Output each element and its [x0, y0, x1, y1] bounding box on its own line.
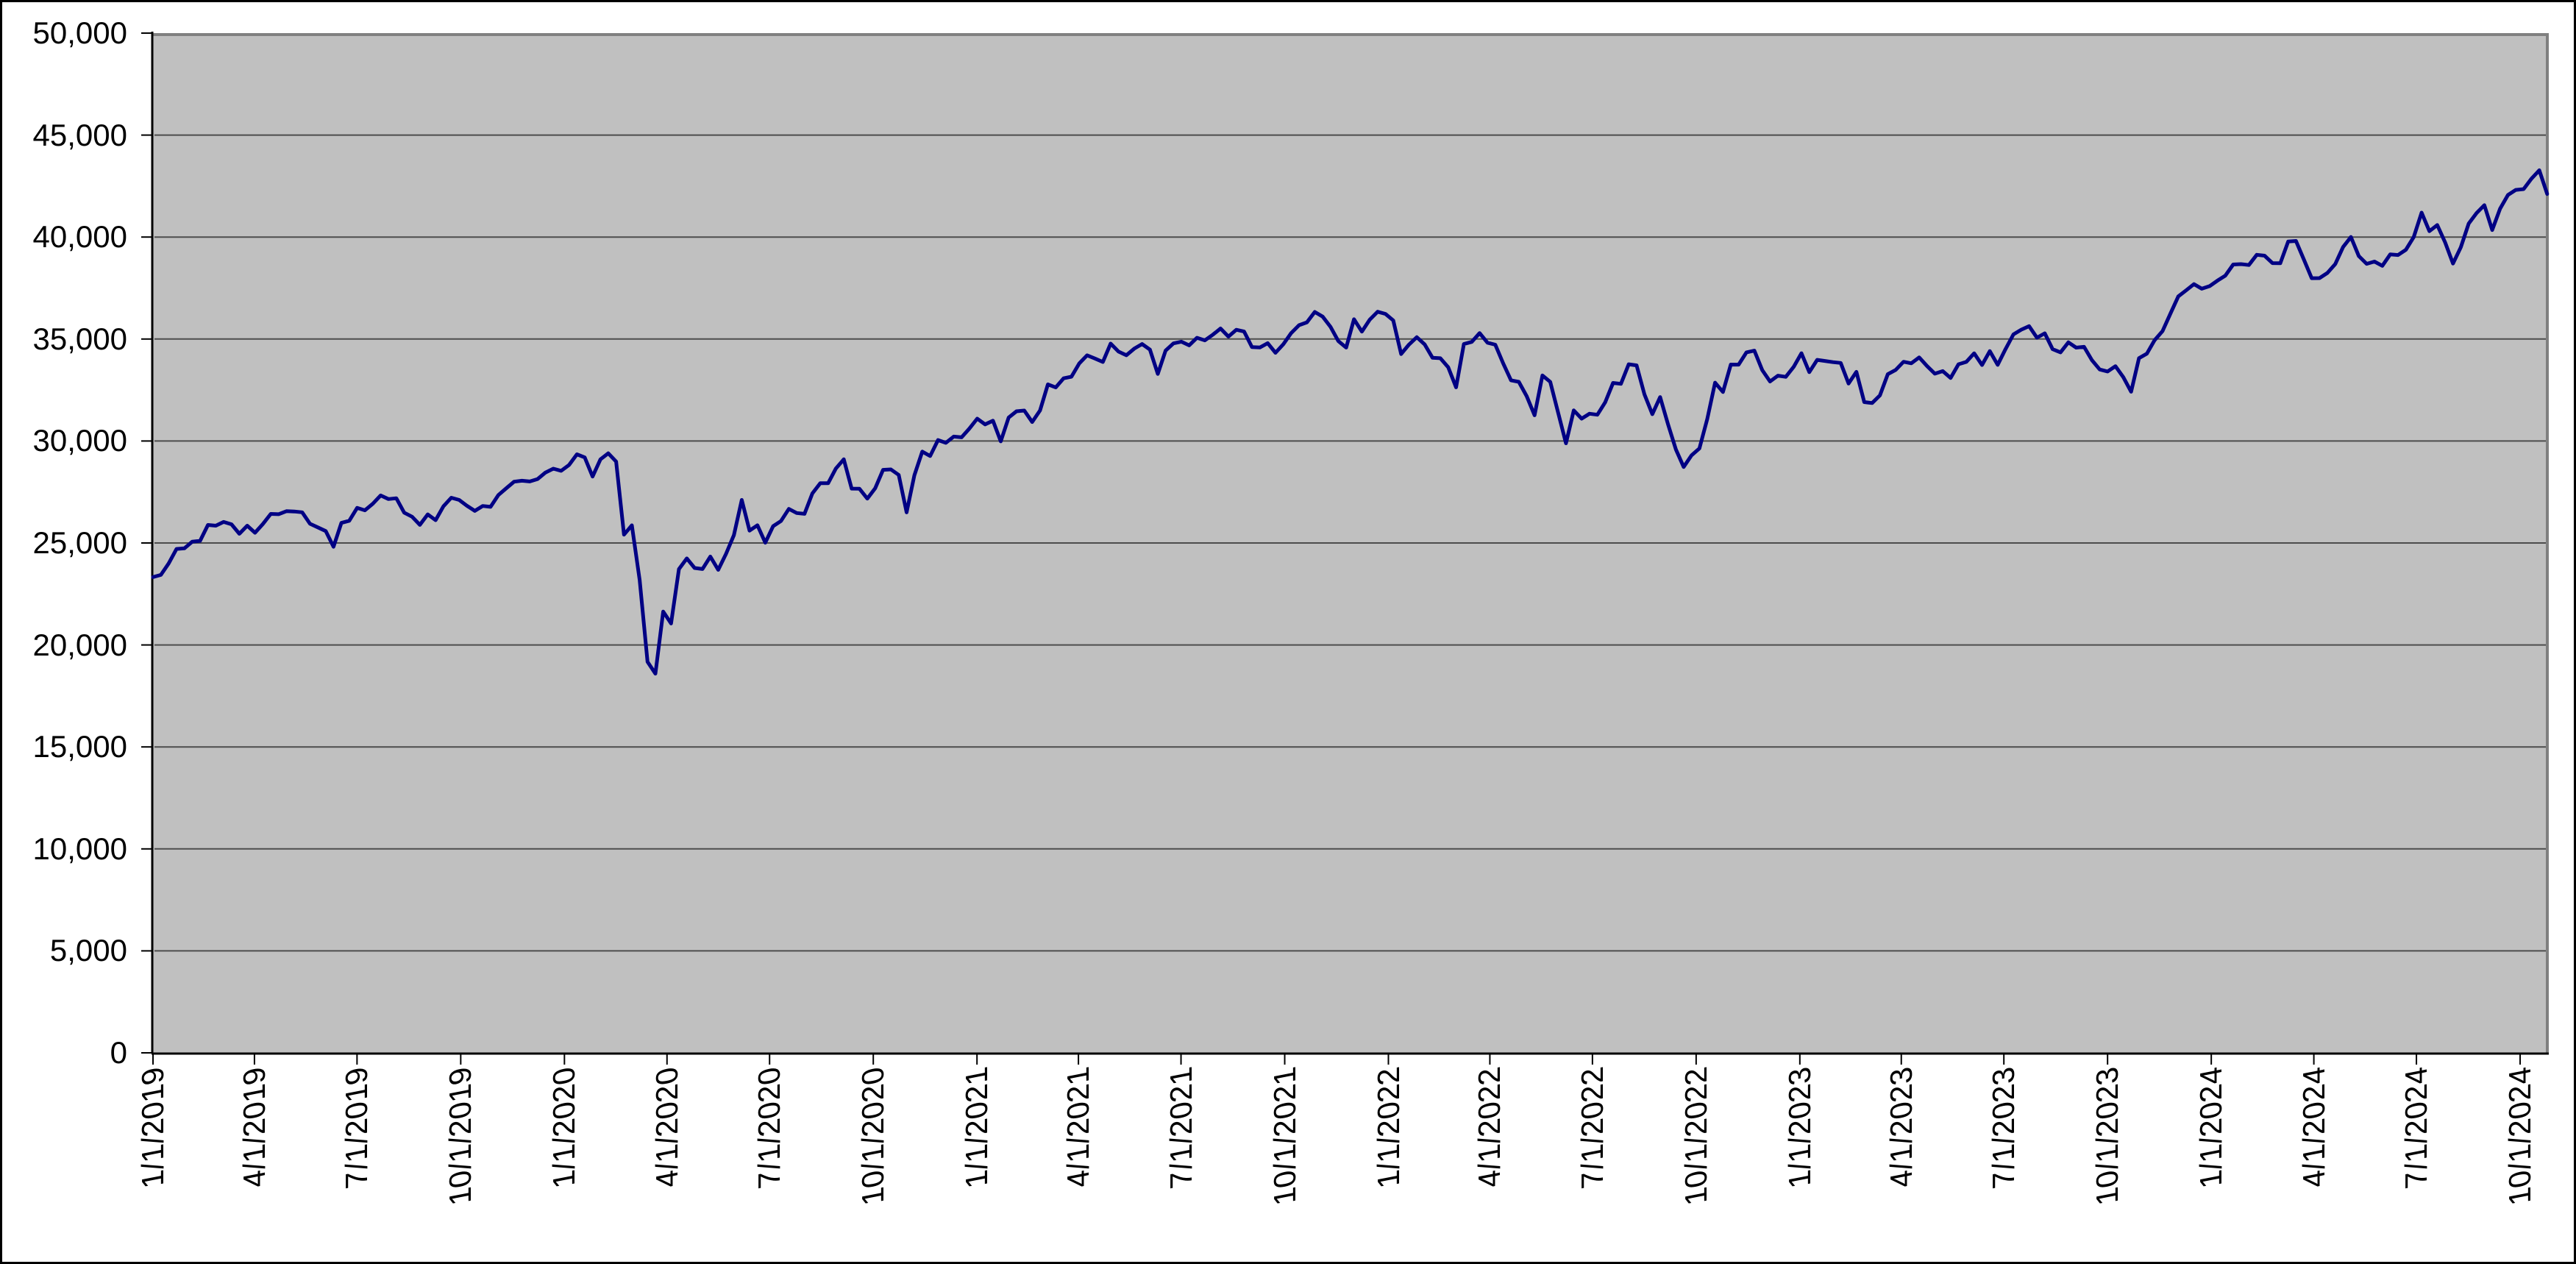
y-tick-label: 10,000: [32, 831, 127, 866]
x-tick-label: 10/1/2022: [1678, 1064, 1713, 1209]
x-tick-label: 1/1/2024: [2193, 1064, 2229, 1192]
x-tick-label: 4/1/2021: [1061, 1064, 1096, 1192]
x-tick-label: 7/1/2020: [752, 1064, 787, 1192]
y-tick-label: 35,000: [32, 321, 127, 356]
x-tick-label: 7/1/2022: [1574, 1064, 1609, 1192]
x-tick-label: 1/1/2020: [547, 1064, 582, 1192]
x-tick-label: 4/1/2022: [1472, 1064, 1507, 1192]
y-tick-label: 5,000: [49, 933, 127, 968]
x-tick-label: 7/1/2019: [339, 1064, 374, 1192]
plot-area: [153, 33, 2549, 1053]
x-tick-label: 1/1/2023: [1782, 1064, 1817, 1192]
y-tick-label: 0: [110, 1035, 127, 1070]
x-tick-label: 10/1/2021: [1267, 1064, 1302, 1209]
y-tick-label: 45,000: [32, 117, 127, 152]
x-tick-label: 10/1/2019: [443, 1064, 478, 1209]
y-tick-label: 25,000: [32, 525, 127, 560]
y-tick-label: 15,000: [32, 729, 127, 764]
x-tick-label: 1/1/2022: [1370, 1064, 1406, 1192]
x-tick-label: 10/1/2023: [2090, 1064, 2125, 1209]
x-tick-label: 10/1/2024: [2502, 1064, 2538, 1209]
y-tick-label: 50,000: [32, 15, 127, 50]
x-tick-label: 7/1/2023: [1986, 1064, 2021, 1192]
x-tick-label: 4/1/2019: [236, 1064, 271, 1192]
y-tick-label: 40,000: [32, 219, 127, 255]
x-tick-label: 1/1/2019: [135, 1064, 170, 1192]
x-tick-label: 4/1/2023: [1883, 1064, 1918, 1192]
x-tick-label: 4/1/2020: [649, 1064, 684, 1192]
x-tick-label: 10/1/2020: [855, 1064, 891, 1209]
y-tick-label: 30,000: [32, 423, 127, 458]
y-tick-label: 20,000: [32, 627, 127, 662]
x-tick-label: 7/1/2021: [1163, 1064, 1198, 1192]
x-tick-label: 7/1/2024: [2399, 1064, 2434, 1192]
x-tick-label: 1/1/2021: [959, 1064, 995, 1192]
x-tick-label: 4/1/2024: [2296, 1064, 2331, 1192]
